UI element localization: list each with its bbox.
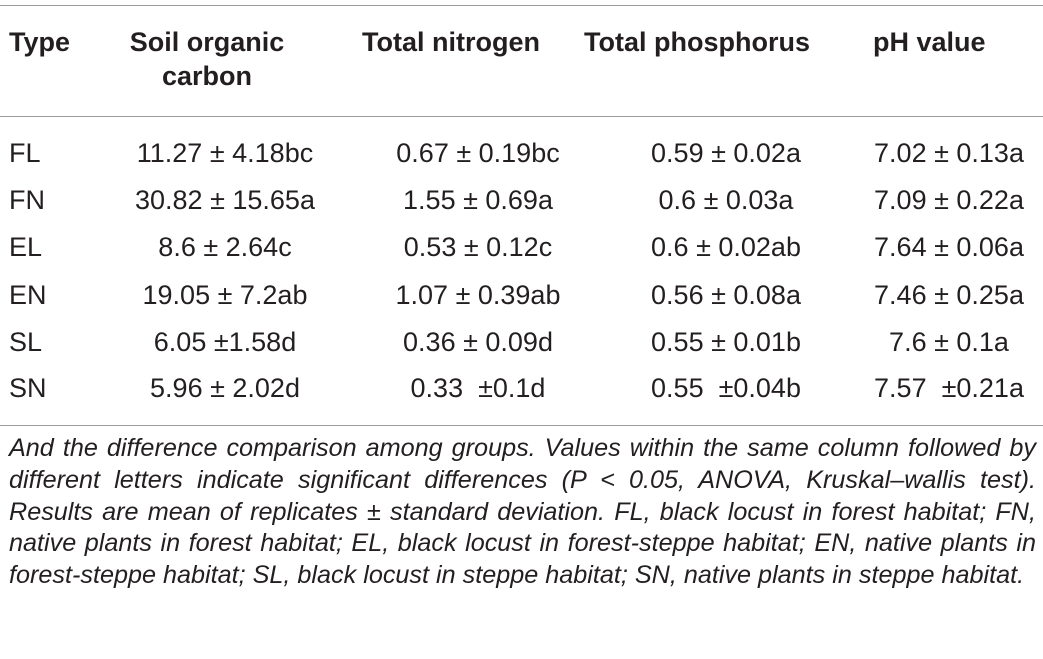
cell-soil-organic-carbon: 5.96 ± 2.02d <box>150 373 300 403</box>
cell-type: FL <box>9 138 41 168</box>
cell-total-phosphorus: 0.59 ± 0.02a <box>651 138 801 168</box>
cell-total-nitrogen: 1.07 ± 0.39ab <box>395 280 561 310</box>
cell-total-phosphorus: 0.55 ± 0.01b <box>651 327 801 357</box>
table-bottom-rule <box>0 425 1043 426</box>
cell-ph-value: 7.64 ± 0.06a <box>874 232 1024 262</box>
cell-type: FN <box>9 185 45 215</box>
table-row: EL 8.6 ± 2.64c 0.53 ± 0.12c 0.6 ± 0.02ab… <box>0 231 1043 279</box>
cell-ph-value: 7.09 ± 0.22a <box>874 185 1024 215</box>
cell-type: EL <box>9 232 43 262</box>
table-row: FN 30.82 ± 15.65a 1.55 ± 0.69a 0.6 ± 0.0… <box>0 184 1043 232</box>
table-row: SL 6.05 ±1.58d 0.36 ± 0.09d 0.55 ± 0.01b… <box>0 326 1043 374</box>
cell-soil-organic-carbon: 11.27 ± 4.18bc <box>136 138 314 168</box>
header-total-nitrogen: Total nitrogen <box>362 27 540 57</box>
cell-ph-value: 7.6 ± 0.1a <box>889 327 1009 357</box>
cell-total-nitrogen: 1.55 ± 0.69a <box>403 185 553 215</box>
cell-ph-value: 7.02 ± 0.13a <box>874 138 1024 168</box>
table-row: SN 5.96 ± 2.02d 0.33 ±0.1d 0.55 ±0.04b 7… <box>0 372 1043 420</box>
cell-total-nitrogen: 0.33 ±0.1d <box>410 373 546 403</box>
header-divider-rule <box>0 116 1043 117</box>
cell-type: SL <box>9 327 43 357</box>
cell-soil-organic-carbon: 6.05 ±1.58d <box>153 327 297 357</box>
cell-total-nitrogen: 0.36 ± 0.09d <box>403 327 553 357</box>
table-footnote: And the difference comparison among grou… <box>9 434 1036 590</box>
table-row: EN 19.05 ± 7.2ab 1.07 ± 0.39ab 0.56 ± 0.… <box>0 279 1043 327</box>
header-soil-organic-carbon: Soil organic carbon <box>129 27 285 91</box>
cell-soil-organic-carbon: 19.05 ± 7.2ab <box>142 280 308 310</box>
cell-total-phosphorus: 0.6 ± 0.03a <box>658 185 794 215</box>
cell-type: EN <box>9 280 47 310</box>
table-top-rule <box>0 5 1043 6</box>
header-type: Type <box>9 27 71 57</box>
cell-ph-value: 7.46 ± 0.25a <box>874 280 1024 310</box>
header-total-phosphorus: Total phosphorus <box>584 27 810 57</box>
cell-soil-organic-carbon: 30.82 ± 15.65a <box>135 185 315 215</box>
cell-soil-organic-carbon: 8.6 ± 2.64c <box>158 232 292 262</box>
cell-total-nitrogen: 0.53 ± 0.12c <box>403 232 553 262</box>
cell-total-phosphorus: 0.6 ± 0.02ab <box>651 232 801 262</box>
cell-total-nitrogen: 0.67 ± 0.19bc <box>396 138 560 168</box>
cell-total-phosphorus: 0.55 ±0.04b <box>651 373 801 403</box>
table-row: FL 11.27 ± 4.18bc 0.67 ± 0.19bc 0.59 ± 0… <box>0 137 1043 185</box>
cell-type: SN <box>9 373 47 403</box>
cell-ph-value: 7.57 ±0.21a <box>874 373 1024 403</box>
header-ph-value: pH value <box>873 27 986 57</box>
cell-total-phosphorus: 0.56 ± 0.08a <box>651 280 801 310</box>
